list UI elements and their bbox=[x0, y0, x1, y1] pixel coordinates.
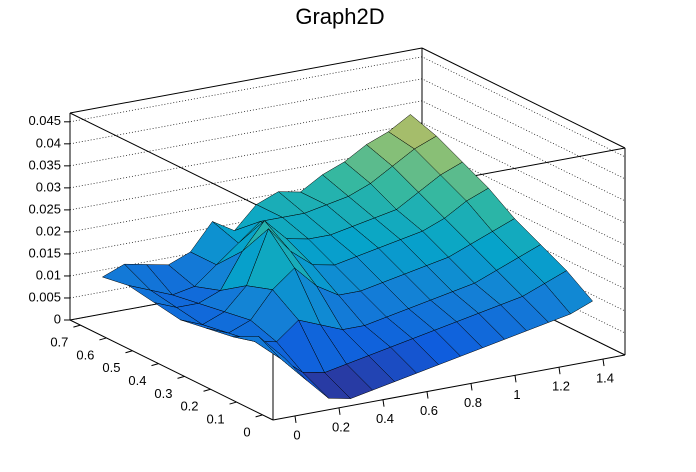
box-edge bbox=[69, 47, 423, 114]
y-tick bbox=[99, 337, 107, 341]
z-tick-label: 0.02 bbox=[36, 223, 61, 238]
x-tick-label: 0.6 bbox=[420, 403, 438, 418]
y-tick bbox=[229, 401, 237, 405]
x-tick bbox=[514, 375, 517, 383]
x-tick bbox=[558, 367, 561, 375]
x-tick bbox=[294, 415, 297, 424]
y-tick bbox=[73, 324, 81, 328]
x-tick bbox=[470, 383, 473, 391]
grid-line bbox=[69, 122, 626, 224]
x-tick bbox=[602, 358, 605, 367]
grid-line bbox=[69, 78, 626, 180]
z-tick-label: 0.025 bbox=[28, 201, 61, 216]
y-tick bbox=[255, 414, 263, 418]
z-tick-label: 0.03 bbox=[36, 179, 61, 194]
grid-line bbox=[69, 100, 626, 202]
box-edge bbox=[421, 47, 626, 149]
grid-line bbox=[69, 56, 626, 158]
x-tick bbox=[426, 391, 429, 399]
x-tick-label: 0 bbox=[293, 427, 300, 442]
y-tick-label: 0.2 bbox=[180, 399, 198, 414]
z-tick-label: 0.005 bbox=[28, 289, 61, 304]
x-tick-label: 0.8 bbox=[464, 395, 482, 410]
y-tick bbox=[177, 375, 185, 379]
x-tick-label: 1.4 bbox=[596, 371, 614, 386]
z-tick-label: 0.01 bbox=[36, 267, 61, 282]
z-tick-label: 0.045 bbox=[28, 113, 61, 128]
x-tick bbox=[338, 407, 341, 415]
x-tick-label: 1.2 bbox=[552, 379, 570, 394]
y-tick-label: 0.7 bbox=[50, 335, 68, 350]
y-tick bbox=[151, 363, 159, 367]
y-tick-label: 0 bbox=[243, 424, 250, 439]
y-tick-label: 0.4 bbox=[128, 373, 146, 388]
y-tick-label: 0.6 bbox=[76, 347, 94, 362]
y-tick-label: 0.5 bbox=[102, 360, 120, 375]
y-tick-label: 0.1 bbox=[206, 411, 224, 426]
box-edge bbox=[69, 112, 274, 214]
z-tick-label: 0.035 bbox=[28, 157, 61, 172]
z-tick-label: 0.04 bbox=[36, 135, 61, 150]
z-tick-label: 0.015 bbox=[28, 245, 61, 260]
y-tick-label: 0.3 bbox=[154, 386, 172, 401]
z-tick-label: 0 bbox=[54, 311, 61, 326]
x-tick-label: 0.2 bbox=[332, 419, 350, 434]
y-axis bbox=[69, 319, 274, 421]
chart-title: Graph2D bbox=[295, 4, 384, 29]
surface-cell bbox=[258, 336, 307, 381]
x-axis bbox=[272, 354, 626, 421]
y-tick bbox=[203, 388, 211, 392]
x-tick bbox=[382, 399, 385, 407]
x-tick-label: 1 bbox=[513, 387, 520, 402]
y-tick bbox=[125, 350, 133, 354]
x-tick-label: 0.4 bbox=[376, 411, 394, 426]
